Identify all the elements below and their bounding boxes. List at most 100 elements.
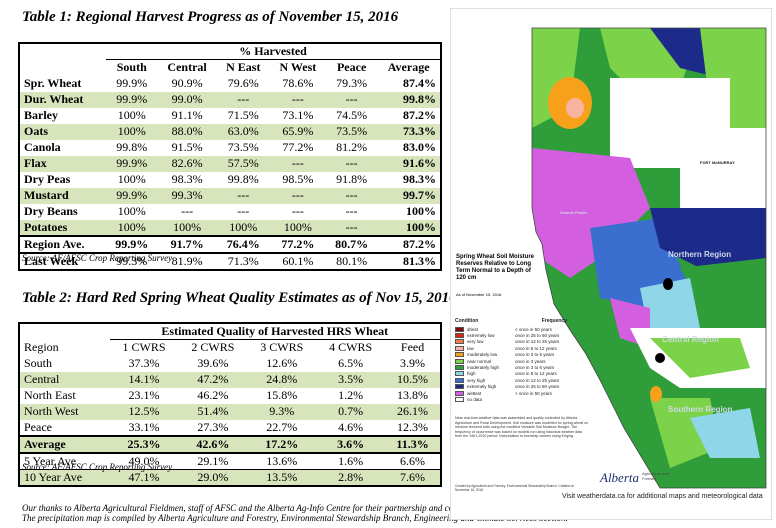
cell-value: 60.1% bbox=[269, 251, 326, 270]
cell-value: 98.5% bbox=[282, 172, 314, 186]
table-row: South 37.3% 39.6% 12.6% 6.5% 3.9% bbox=[19, 356, 441, 372]
table-row: Barley 100% 91.1% 71.5% 73.1% 74.5% 87.2% bbox=[19, 108, 441, 124]
legend-item: very high once in 12 to 25 years bbox=[455, 377, 587, 383]
cell-value: 6.5% bbox=[338, 356, 364, 370]
table-row: Canola 99.8% 91.5% 73.5% 77.2% 81.2% 83.0% bbox=[19, 140, 441, 156]
col-header-south: South bbox=[116, 60, 147, 75]
cell-average: 73.3% bbox=[377, 123, 441, 140]
cell-average: 99.8% bbox=[377, 91, 441, 108]
col-header-peace: Peace bbox=[336, 60, 367, 75]
cell-value: 73.5% bbox=[227, 140, 259, 154]
col-header-3-cwrs: 3 CWRS bbox=[260, 340, 304, 355]
legend-item: high once in 6 to 12 years bbox=[455, 371, 587, 377]
table-row: Dry Peas 100% 98.3% 99.8% 98.5% 91.8% 98.3% bbox=[19, 172, 441, 188]
cell-average: 87.4% bbox=[403, 76, 436, 90]
cell-value: 12.5% bbox=[109, 403, 179, 420]
cell-value: 3.6% bbox=[316, 434, 386, 453]
cell-value: 99.3% bbox=[157, 187, 217, 204]
column-header-row: Region 1 CWRS 2 CWRS 3 CWRS 4 CWRS Feed bbox=[19, 340, 441, 356]
legend-swatch bbox=[455, 352, 464, 358]
region-label-southern: Southern Region bbox=[668, 405, 733, 414]
cell-value: 81.2% bbox=[336, 140, 368, 154]
col-header-4-cwrs: 4 CWRS bbox=[329, 340, 373, 355]
legend-frequency: once in 3 to 6 years bbox=[515, 365, 555, 371]
cell-value: 13.5% bbox=[247, 468, 317, 486]
row-label: North West bbox=[19, 403, 110, 420]
cell-value: 47.2% bbox=[178, 371, 248, 388]
corner-cell bbox=[19, 43, 106, 60]
cell-value: 71.5% bbox=[227, 108, 259, 122]
row-label: North East bbox=[24, 388, 76, 402]
cell-value: 14.1% bbox=[109, 371, 179, 388]
cell-value: 13.6% bbox=[247, 451, 317, 469]
table-row: Region Ave. 99.9% 91.7% 76.4% 77.2% 80.7% 87.2… bbox=[19, 234, 441, 253]
col-header-average: Average bbox=[387, 60, 430, 75]
cell-value: 99.9% bbox=[106, 234, 158, 253]
legend-condition: extremely high bbox=[467, 384, 497, 390]
cell-value: 91.8% bbox=[336, 172, 368, 186]
cell-value: 10.5% bbox=[385, 371, 441, 388]
legend-condition: no data bbox=[467, 396, 483, 402]
cell-value: 51.4% bbox=[178, 403, 248, 420]
cell-average: 91.6% bbox=[377, 155, 441, 172]
legend-item: driest < once in 50 years bbox=[455, 326, 587, 332]
cell-value: 3.5% bbox=[316, 371, 386, 388]
cell-value: 2.8% bbox=[316, 468, 386, 486]
cell-value: 4.6% bbox=[338, 419, 364, 434]
table-row: North East 23.1% 46.2% 15.8% 1.2% 13.8% bbox=[19, 388, 441, 404]
row-label: 10 Year Ave bbox=[19, 468, 110, 486]
footnote-thanks: Our thanks to Alberta Agricultural Field… bbox=[22, 503, 636, 513]
cell-value: --- bbox=[237, 204, 250, 218]
footnote-map: The precipitation map is compiled by Alb… bbox=[22, 513, 568, 523]
cell-value: 49.0% bbox=[109, 451, 179, 469]
legend-item: low once in 6 to 12 years bbox=[455, 345, 587, 351]
legend-condition: wettest bbox=[467, 390, 482, 396]
legend-condition: driest bbox=[467, 326, 479, 332]
table2-source: Source: AF/AFSC Crop Reporting Survey bbox=[22, 462, 173, 472]
cell-value: 100% bbox=[106, 219, 158, 236]
col-header-1-cwrs: 1 CWRS bbox=[122, 340, 166, 355]
legend-item: extremely low once in 25 to 50 years bbox=[455, 332, 587, 339]
legend-frequency: once in 6 to 12 years bbox=[515, 345, 557, 351]
legend-condition: near normal bbox=[467, 358, 492, 364]
legend-item: wettest > once in 50 years bbox=[455, 390, 587, 396]
cell-value: 24.8% bbox=[247, 371, 317, 388]
table-row: Peace 33.1% 27.3% 22.7% 4.6% 12.3% bbox=[19, 420, 441, 436]
cell-value: 9.3% bbox=[247, 403, 317, 420]
table-row: Spr. Wheat 99.9% 90.9% 79.6% 78.6% 79.3% 87.4% bbox=[19, 76, 441, 92]
cell-value: 47.1% bbox=[109, 468, 179, 486]
row-label: Dry Peas bbox=[24, 172, 71, 186]
region-label-central: Central Region bbox=[662, 335, 719, 344]
cell-value: 15.8% bbox=[266, 388, 298, 402]
cell-value: 29.1% bbox=[178, 451, 248, 469]
legend-condition: high bbox=[467, 371, 476, 377]
cell-average: 98.3% bbox=[403, 172, 436, 186]
place-fort-mcmurray: FORT McMURRAY bbox=[700, 160, 735, 165]
cell-value: 91.7% bbox=[157, 234, 217, 253]
legend-condition: very high bbox=[467, 377, 486, 383]
cell-value: --- bbox=[345, 204, 358, 218]
map-date: As of November 15, 2016 bbox=[456, 292, 502, 297]
table2-title: Table 2: Hard Red Spring Wheat Quality E… bbox=[22, 290, 457, 306]
quality-group-header: Estimated Quality of Harvested HRS Wheat bbox=[109, 323, 441, 340]
legend-condition: low bbox=[467, 345, 474, 351]
row-label: Barley bbox=[24, 108, 58, 122]
wheat-quality-table: Estimated Quality of Harvested HRS Wheat… bbox=[18, 322, 442, 487]
cell-value: 80.1% bbox=[325, 251, 378, 270]
row-label: Peace bbox=[24, 419, 52, 434]
legend-condition: moderately high bbox=[467, 365, 500, 371]
legend-swatch bbox=[455, 333, 464, 339]
cell-value: 100% bbox=[106, 123, 158, 140]
cell-average: 99.7% bbox=[377, 187, 441, 204]
col-header-n-east: N East bbox=[226, 60, 261, 75]
table-row: 10 Year Ave 47.1% 29.0% 13.5% 2.8% 7.6% bbox=[19, 468, 441, 486]
cell-value: 46.2% bbox=[197, 388, 229, 402]
cell-value: 11.3% bbox=[385, 434, 441, 453]
table1-source: Source: AF/AFSC Crop Reporting Survey bbox=[22, 253, 173, 263]
cell-value: 42.6% bbox=[178, 434, 248, 453]
cell-value: 73.5% bbox=[325, 123, 378, 140]
row-label: Last Week bbox=[19, 251, 107, 270]
cell-value: 80.7% bbox=[325, 234, 378, 253]
legend-swatch bbox=[455, 396, 464, 402]
cell-value: --- bbox=[325, 187, 378, 204]
